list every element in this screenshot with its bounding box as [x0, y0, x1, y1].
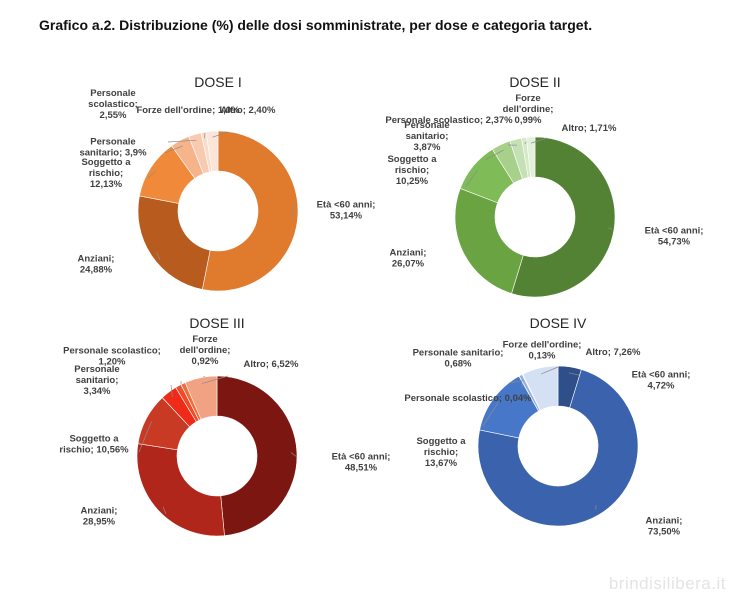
slice-anziani	[477, 369, 639, 527]
data-label-personale-scolastico: Personale scolastico; 0,04%	[404, 393, 532, 404]
leader-line	[147, 170, 156, 179]
leader-line	[162, 506, 167, 515]
leader-line	[164, 145, 183, 154]
donut-chart-dose-4: DOSE IV Età <60 anni; 4,72% Anziani; 73,50% S…	[404, 315, 690, 538]
data-label-eta-60-anni: Età <60 anni; 53,14%	[317, 200, 376, 222]
leader-line	[201, 375, 229, 384]
slice-anziani	[137, 195, 211, 290]
slice-altro	[522, 365, 559, 411]
slice-eta-60-anni	[201, 130, 299, 292]
data-label-forze-dell-ordine: Forze dell'ordine; 0,92%	[180, 334, 231, 367]
leader-line	[156, 252, 161, 261]
data-label-personale-scolastico: Personale scolastico; 2,55%	[88, 88, 138, 121]
page-title: Grafico a.2. Distribuzione (%) delle dos…	[39, 17, 593, 33]
leader-line	[530, 137, 548, 144]
leader-line	[608, 227, 613, 230]
donut-chart-dose-1: DOSE I Età <60 anni; 53,14% Anziani; 24,88% S…	[78, 74, 376, 292]
leader-line	[482, 402, 499, 427]
data-label-anziani: Anziani; 73,50%	[646, 516, 683, 538]
data-label-eta-60-anni: Età <60 anni; 48,51%	[332, 452, 391, 474]
chart-title: DOSE I	[194, 74, 241, 90]
leader-line	[138, 421, 152, 453]
leader-line	[508, 380, 524, 384]
slice-altro	[205, 130, 219, 172]
leader-line	[212, 131, 229, 138]
leader-line	[167, 139, 197, 143]
slice-anziani	[136, 443, 225, 537]
data-label-altro: Altro; 6,52%	[244, 359, 299, 370]
data-label-soggetto-a-rischio: Soggetto a rischio; 10,56%	[59, 434, 129, 456]
data-label-altro: Altro; 2,40%	[221, 105, 276, 116]
leader-line	[468, 245, 471, 250]
slice-anziani	[454, 188, 524, 294]
data-label-eta-60-anni: Età <60 anni; 4,72%	[632, 370, 691, 392]
data-label-anziani: Anziani; 24,88%	[78, 254, 115, 276]
data-label-personale-sanitario: Personale sanitario; 3,87%	[404, 120, 449, 153]
data-label-anziani: Anziani; 26,07%	[390, 248, 427, 270]
data-label-personale-scolastico: Personale scolastico; 2,37%	[385, 115, 513, 126]
chart-title: DOSE II	[509, 74, 560, 90]
slice-altro	[526, 136, 536, 178]
data-label-forze-dell-ordine: Forze dell'ordine; 0,13%	[503, 340, 582, 362]
data-label-eta-60-anni: Età <60 anni; 54,73%	[645, 226, 704, 248]
data-label-anziani: Anziani; 28,95%	[81, 506, 118, 528]
data-label-personale-sanitario: Personale sanitario; 0,68%	[413, 348, 504, 370]
leader-line	[291, 202, 295, 219]
chart-title: DOSE III	[189, 315, 244, 331]
leader-line	[170, 384, 173, 398]
data-label-personale-sanitario: Personale sanitario; 3,9%	[79, 137, 147, 159]
data-label-soggetto-a-rischio: Soggetto a rischio; 10,25%	[387, 154, 437, 187]
slice-eta-60-anni	[511, 136, 616, 298]
data-label-altro: Altro; 1,71%	[562, 123, 617, 134]
data-label-personale-scolastico: Personale scolastico; 1,20%	[63, 346, 161, 368]
data-label-personale-sanitario: Personale sanitario; 3,34%	[74, 364, 119, 397]
slice-altro	[184, 375, 218, 420]
data-label-forze-dell-ordine: Forze dell'ordine; 0,99%	[503, 93, 554, 126]
watermark: brindisilibera.it	[608, 574, 726, 593]
donut-chart-dose-3: DOSE III Età <60 anni; 48,51% Anziani; 28,95…	[59, 315, 391, 537]
leader-line	[290, 452, 298, 458]
data-label-altro: Altro; 7,26%	[586, 347, 641, 358]
leader-line	[484, 149, 504, 161]
data-label-soggetto-a-rischio: Soggetto a rischio; 12,13%	[81, 157, 131, 190]
donut-chart-dose-2: DOSE II Età <60 anni; 54,73% Anziani; 26,07%…	[385, 74, 704, 298]
slice-eta-60-anni	[216, 375, 298, 536]
data-label-soggetto-a-rischio: Soggetto a rischio; 13,67%	[416, 436, 466, 469]
data-label-forze-dell-ordine: Forze dell'ordine; 1,0%	[136, 105, 240, 116]
leader-line	[465, 169, 479, 187]
chart-title: DOSE IV	[530, 315, 587, 331]
leader-line	[541, 366, 559, 375]
